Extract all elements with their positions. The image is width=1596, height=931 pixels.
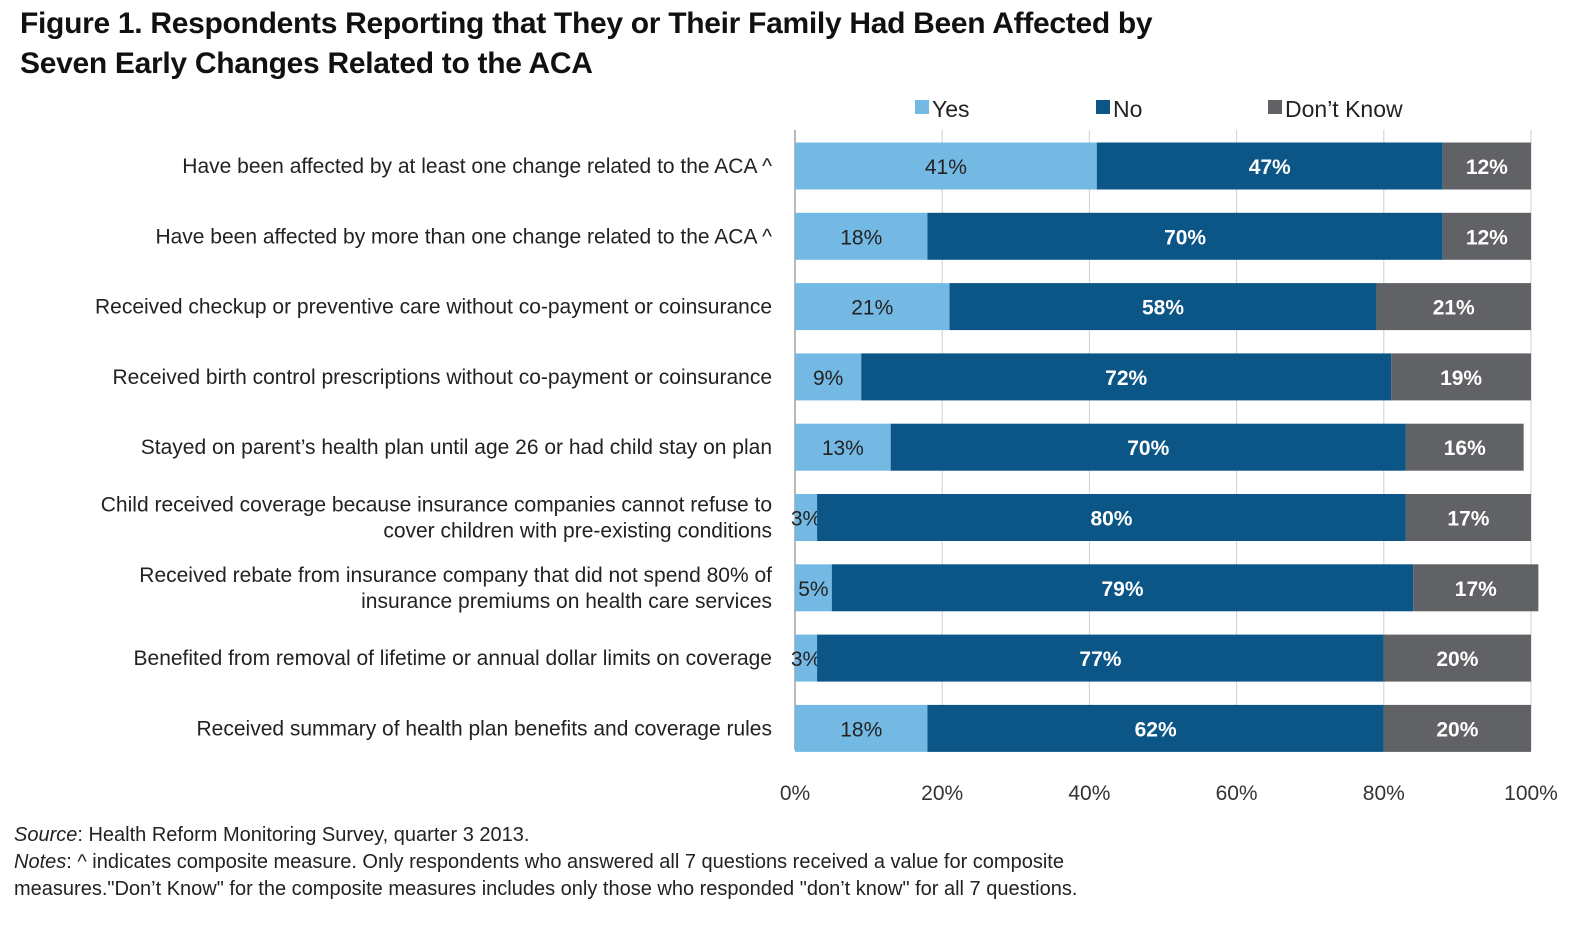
- category-label: Benefited from removal of lifetime or an…: [134, 647, 772, 670]
- bar-2-6: [1413, 564, 1539, 612]
- bar-1-8: [927, 704, 1384, 752]
- bar-0-5: [795, 494, 818, 541]
- category-label: Have been affected by more than one chan…: [155, 225, 772, 248]
- notes-text-1: : ^ indicates composite measure. Only re…: [66, 851, 1064, 873]
- bar-2-1: [1442, 212, 1531, 260]
- chart-title-line-2: Seven Early Changes Related to the ACA: [20, 47, 593, 80]
- source-label: Source: [14, 824, 78, 846]
- bar-0-7: [795, 634, 818, 682]
- legend-label-1: No: [1113, 96, 1142, 122]
- bar-1-2: [949, 283, 1377, 331]
- data-label: 18%: [840, 718, 882, 741]
- data-label: 18%: [840, 226, 882, 249]
- data-label: 13%: [822, 437, 864, 460]
- bar-1-7: [817, 634, 1384, 682]
- bar-2-3: [1391, 353, 1531, 401]
- bar-0-6: [795, 564, 832, 612]
- notes-line-1: Notes: ^ indicates composite measure. On…: [14, 849, 1574, 876]
- data-label: 79%: [1102, 578, 1144, 601]
- x-tick-label: 100%: [1504, 782, 1558, 805]
- bar-1-3: [861, 353, 1392, 401]
- x-tick-label: 80%: [1363, 782, 1405, 805]
- category-label: Received birth control prescriptions wit…: [113, 366, 772, 389]
- data-label: 16%: [1444, 437, 1486, 460]
- bar-1-1: [927, 212, 1443, 260]
- stacked-bar-chart: 0% 20% 40% 60% 80% 100% Yes No Don’t Know Have be…: [95, 96, 1558, 805]
- notes-label: Notes: [14, 851, 67, 873]
- legend-label-0: Yes: [932, 96, 970, 122]
- data-label: 5%: [798, 578, 828, 601]
- data-label: 20%: [1436, 718, 1478, 741]
- chart-title-line-1: Figure 1. Respondents Reporting that The…: [20, 7, 1153, 40]
- data-label: 72%: [1105, 367, 1147, 390]
- category-label: insurance premiums on health care servic…: [361, 590, 772, 613]
- bar-2-2: [1376, 283, 1531, 331]
- x-tick-label: 40%: [1068, 782, 1110, 805]
- data-label: 9%: [813, 367, 843, 390]
- bar-2-0: [1442, 142, 1531, 190]
- data-label: 12%: [1466, 156, 1508, 179]
- data-label: 47%: [1249, 156, 1291, 179]
- data-label: 20%: [1436, 648, 1478, 671]
- bar-0-3: [795, 353, 862, 401]
- category-label: cover children with pre-existing conditi…: [383, 520, 772, 543]
- category-label: Stayed on parent’s health plan until age…: [141, 436, 772, 459]
- data-label: 80%: [1090, 508, 1132, 531]
- category-label: Received checkup or preventive care with…: [95, 296, 772, 319]
- bar-0-8: [795, 704, 928, 752]
- source-note: Source: Health Reform Monitoring Survey,…: [14, 822, 1574, 849]
- bar-2-8: [1383, 704, 1531, 752]
- data-label: 62%: [1135, 718, 1177, 741]
- data-label: 70%: [1127, 437, 1169, 460]
- category-label: Child received coverage because insuranc…: [101, 494, 772, 517]
- data-label: 77%: [1079, 648, 1121, 671]
- category-label: Received summary of health plan benefits…: [197, 717, 773, 740]
- bar-0-0: [795, 142, 1097, 190]
- x-tick-label: 0%: [780, 782, 810, 805]
- category-label: Have been affected by at least one chang…: [182, 155, 772, 178]
- data-label: 21%: [1433, 297, 1475, 320]
- data-label: 58%: [1142, 297, 1184, 320]
- bar-0-2: [795, 283, 950, 331]
- bar-1-5: [817, 494, 1406, 541]
- source-text: : Health Reform Monitoring Survey, quart…: [77, 824, 530, 846]
- bar-1-6: [831, 564, 1414, 612]
- chart-footer: Source: Health Reform Monitoring Survey,…: [14, 822, 1574, 903]
- legend-swatch-0: [915, 100, 929, 114]
- bar-0-1: [795, 212, 928, 260]
- chart-title: Figure 1. Respondents Reporting that The…: [20, 4, 1420, 84]
- bar-0-4: [795, 423, 891, 471]
- data-label: 3%: [791, 648, 821, 671]
- category-label: Received rebate from insurance company t…: [139, 564, 772, 587]
- data-label: 41%: [925, 156, 967, 179]
- data-label: 12%: [1466, 226, 1508, 249]
- data-label: 17%: [1447, 508, 1489, 531]
- bar-1-4: [890, 423, 1406, 471]
- data-label: 17%: [1455, 578, 1497, 601]
- bar-2-7: [1383, 634, 1531, 682]
- data-label: 19%: [1440, 367, 1482, 390]
- legend-label-2: Don’t Know: [1285, 96, 1403, 122]
- data-label: 70%: [1164, 226, 1206, 249]
- x-tick-label: 60%: [1216, 782, 1258, 805]
- x-tick-label: 20%: [921, 782, 963, 805]
- bar-2-4: [1405, 423, 1524, 471]
- data-label: 3%: [791, 508, 821, 531]
- legend-swatch-2: [1268, 100, 1282, 114]
- data-label: 21%: [851, 297, 893, 320]
- legend-swatch-1: [1096, 100, 1110, 114]
- bar-2-5: [1405, 494, 1531, 541]
- notes-line-2: measures."Don’t Know" for the composite …: [14, 878, 1078, 900]
- bar-1-0: [1096, 142, 1443, 190]
